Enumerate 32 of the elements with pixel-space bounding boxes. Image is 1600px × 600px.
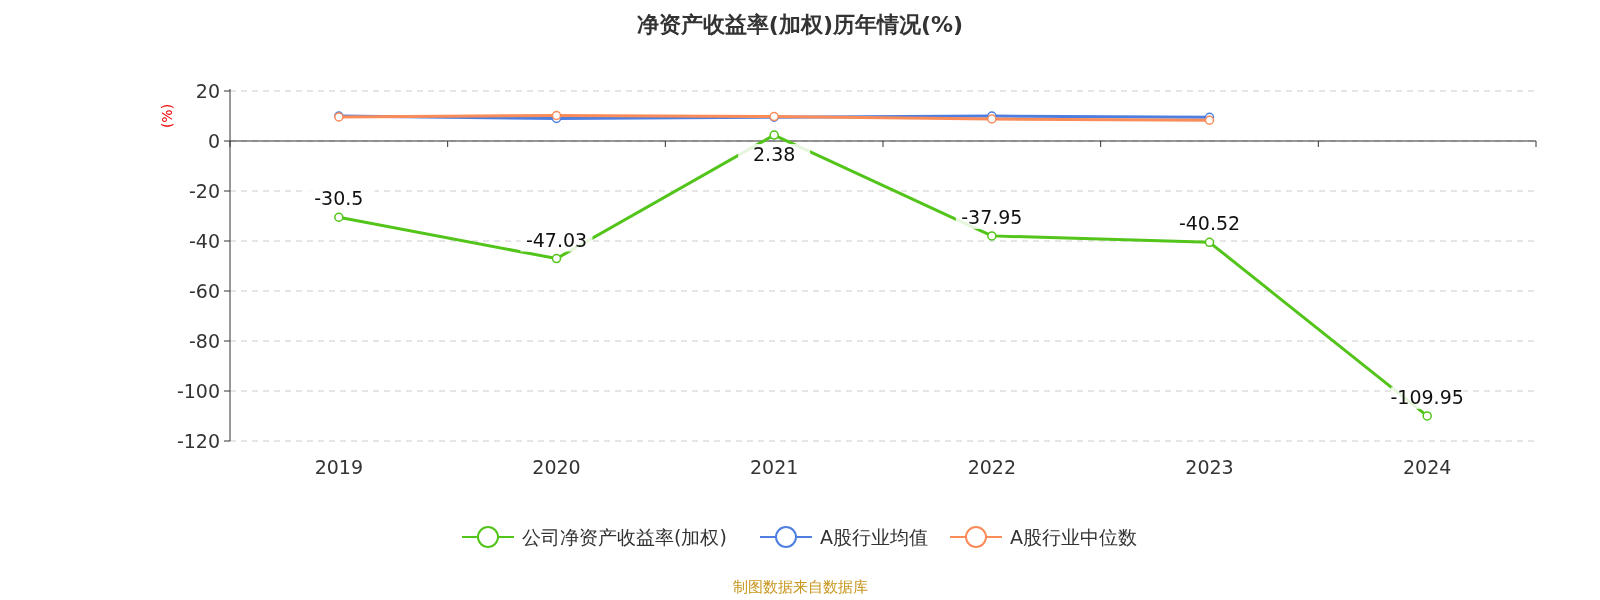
chart-title: 净资产收益率(加权)历年情况(%) bbox=[636, 12, 964, 37]
legend-label: 公司净资产收益率(加权) bbox=[522, 526, 727, 548]
y-tick-label: -80 bbox=[188, 330, 220, 352]
y-tick-label: -60 bbox=[188, 280, 220, 302]
data-label: -30.5 bbox=[314, 187, 364, 210]
legend-label: A股行业均值 bbox=[820, 526, 928, 548]
point bbox=[1204, 237, 1215, 248]
data-label: -47.03 bbox=[525, 228, 588, 251]
x-tick-label: 2020 bbox=[532, 456, 581, 478]
y-tick-label: -20 bbox=[188, 180, 220, 202]
x-tick-label: 2023 bbox=[1185, 456, 1234, 478]
data-label: -37.95 bbox=[961, 205, 1023, 228]
legend-label: A股行业中位数 bbox=[1010, 526, 1137, 548]
point bbox=[1422, 411, 1432, 421]
point bbox=[769, 130, 779, 140]
y-axis-title: (%) bbox=[159, 103, 175, 129]
y-tick-label: 20 bbox=[195, 80, 220, 102]
data-label: -109.95 bbox=[1390, 385, 1464, 408]
data-label: -40.52 bbox=[1178, 212, 1241, 235]
x-tick-label: 2024 bbox=[1402, 456, 1452, 478]
x-tick-label: 2019 bbox=[314, 456, 364, 478]
x-tick-label: 2021 bbox=[749, 456, 799, 478]
point bbox=[334, 212, 344, 222]
y-tick-label: -40 bbox=[188, 230, 220, 252]
data-label: 2.38 bbox=[753, 143, 796, 166]
point bbox=[551, 253, 562, 264]
y-tick-label: 0 bbox=[207, 130, 220, 152]
x-tick-label: 2022 bbox=[967, 456, 1017, 478]
y-tick-label: -120 bbox=[176, 430, 220, 452]
point bbox=[987, 231, 997, 241]
y-tick-label: -100 bbox=[176, 380, 220, 402]
text: 制图数据来自数据库 bbox=[732, 578, 868, 596]
